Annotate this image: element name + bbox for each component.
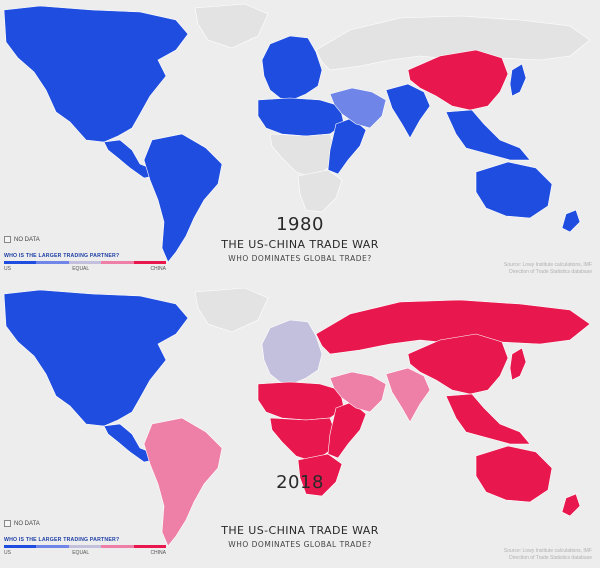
map-headline: THE US-CHINA TRADE WAR — [221, 238, 379, 251]
legend-swatch-equal — [68, 261, 102, 264]
region-china — [407, 333, 509, 395]
region-europe — [261, 35, 323, 101]
map-panel-2018: 2018 THE US-CHINA TRADE WAR WHO DOMINATE… — [0, 284, 600, 568]
legend-no-data: NO DATA — [4, 236, 166, 243]
region-europe — [261, 319, 323, 385]
region-middle-east — [329, 371, 387, 413]
map-subline: WHO DOMINATES GLOBAL TRADE? — [228, 254, 372, 263]
legend-color-scale — [4, 545, 167, 548]
map-headline: THE US-CHINA TRADE WAR — [221, 524, 379, 537]
legend-swatch-equal — [68, 545, 102, 548]
legend-swatch-us-light — [36, 261, 69, 264]
region-new-zealand — [561, 493, 581, 517]
map-subline: WHO DOMINATES GLOBAL TRADE? — [228, 540, 372, 549]
no-data-label: NO DATA — [14, 236, 40, 243]
region-south-america — [143, 417, 223, 547]
legend-no-data: NO DATA — [4, 520, 166, 527]
region-japan — [509, 347, 527, 381]
map-panel-1980: 1980 THE US-CHINA TRADE WAR WHO DOMINATE… — [0, 0, 600, 284]
legend-swatch-china-light — [101, 261, 134, 264]
legend-swatch-china — [133, 261, 167, 264]
legend-title: WHO IS THE LARGER TRADING PARTNER? — [4, 537, 120, 543]
region-japan — [509, 63, 527, 97]
map-year: 1980 — [276, 214, 324, 235]
source-note: Source: Lowy Institute calculations, IMF… — [452, 548, 592, 561]
source-line-1: Source: Lowy Institute calculations, IMF — [503, 548, 592, 554]
legend-tick-china: CHINA — [150, 266, 166, 272]
legend: NO DATA WHO IS THE LARGER TRADING PARTNE… — [4, 236, 167, 272]
no-data-swatch — [4, 520, 11, 527]
region-australia — [475, 445, 553, 503]
source-line-1: Source: Lowy Institute calculations, IMF — [503, 262, 592, 268]
source-line-2: Direction of Trade Statistics database — [509, 268, 592, 275]
world-map-1980 — [3, 3, 591, 263]
legend-ticks: US EQUAL CHINA — [4, 550, 166, 556]
no-data-swatch — [4, 236, 11, 243]
source-line-2: Direction of Trade Statistics database — [509, 554, 592, 561]
region-russia — [315, 15, 591, 71]
region-southern-africa — [297, 169, 343, 213]
region-russia — [315, 299, 591, 355]
legend-tick-us: US — [4, 266, 11, 272]
region-india — [385, 83, 431, 139]
legend-swatch-us-light — [36, 545, 69, 548]
legend-title: WHO IS THE LARGER TRADING PARTNER? — [4, 253, 120, 259]
legend-swatch-china — [133, 545, 167, 548]
legend-ticks: US EQUAL CHINA — [4, 266, 166, 272]
legend-tick-china: CHINA — [150, 550, 166, 556]
region-australia — [475, 161, 553, 219]
legend-tick-us: US — [4, 550, 11, 556]
region-india — [385, 367, 431, 423]
region-china — [407, 49, 509, 111]
no-data-label: NO DATA — [14, 520, 40, 527]
region-greenland — [194, 3, 269, 49]
region-southeast-asia — [445, 109, 531, 161]
map-year: 2018 — [276, 472, 324, 493]
region-greenland — [194, 287, 269, 333]
legend: NO DATA WHO IS THE LARGER TRADING PARTNE… — [4, 520, 167, 556]
source-note: Source: Lowy Institute calculations, IMF… — [452, 262, 592, 275]
region-southern-africa — [297, 453, 343, 497]
legend-color-scale — [4, 261, 167, 264]
region-north-america — [3, 5, 189, 143]
region-north-america — [3, 289, 189, 427]
legend-swatch-us — [4, 545, 37, 548]
region-middle-east — [329, 87, 387, 129]
region-new-zealand — [561, 209, 581, 233]
region-southeast-asia — [445, 393, 531, 445]
world-map-2018 — [0, 284, 600, 568]
legend-swatch-us — [4, 261, 37, 264]
region-south-america — [143, 133, 223, 263]
legend-tick-equal: EQUAL — [72, 550, 90, 556]
legend-swatch-china-light — [101, 545, 134, 548]
legend-tick-equal: EQUAL — [72, 266, 90, 272]
